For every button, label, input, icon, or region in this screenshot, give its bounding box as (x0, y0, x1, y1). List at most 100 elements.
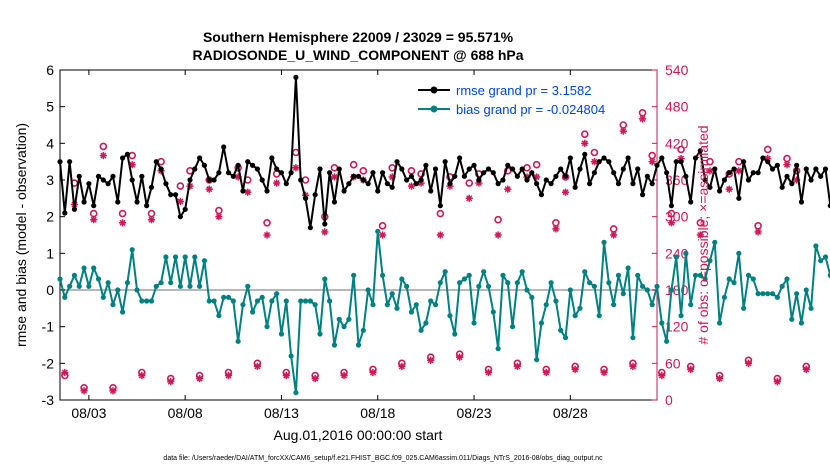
obs-possible-point (706, 157, 714, 166)
bias-point (254, 298, 260, 304)
rmse-point (274, 166, 280, 172)
bias-point (230, 298, 236, 304)
rmse-point (139, 173, 145, 179)
rmse-point (529, 170, 535, 176)
legend-rmse-marker (430, 86, 438, 94)
obs-assimilated-point (215, 213, 223, 221)
bias-point (62, 294, 68, 300)
rmse-point (192, 166, 198, 172)
rmse-point (639, 192, 646, 198)
bias-point (490, 309, 496, 315)
obs-assimilated-series (61, 115, 810, 395)
obs-possible-point (754, 222, 762, 230)
rmse-point (327, 170, 333, 176)
obs-possible-point (118, 209, 127, 218)
rmse-point (721, 177, 728, 183)
y2-tick-label: 540 (665, 62, 689, 78)
bias-point (505, 280, 511, 286)
rmse-point (794, 162, 800, 168)
obs-assimilated-point (138, 371, 146, 380)
obs-assimilated-point (253, 362, 261, 370)
bias-point (327, 298, 333, 304)
rmse-point (485, 166, 492, 172)
obs-assimilated-point (552, 225, 560, 233)
bias-point (688, 302, 694, 308)
rmse-point (312, 192, 318, 198)
bias-point (86, 283, 92, 289)
rmse-point (543, 177, 549, 183)
x-tick-label: 08/23 (457, 405, 492, 421)
rmse-point (712, 166, 718, 172)
y2-tick-label: 420 (665, 135, 689, 151)
y2-tick-label: 360 (665, 172, 689, 188)
obs-assimilated-point (783, 161, 791, 169)
bias-point (562, 335, 569, 341)
rmse-point (201, 162, 208, 168)
bias-point (206, 298, 212, 304)
rmse-point (692, 155, 699, 161)
bias-point (283, 298, 289, 304)
bias-point (317, 331, 323, 337)
bias-point (95, 276, 102, 282)
bias-point (134, 287, 140, 293)
rmse-point (163, 181, 169, 187)
left-y-axis-ticks: -3 -2 -1 0 1 2 3 4 5 6 (42, 62, 65, 408)
bias-point (620, 291, 626, 297)
bias-point (100, 294, 106, 300)
obs-possible-point (263, 218, 271, 227)
rmse-point (774, 162, 780, 168)
rmse-point (818, 173, 824, 179)
rmse-point (105, 181, 111, 187)
rmse-point (577, 166, 583, 172)
bias-point (745, 272, 752, 278)
x-axis-ticks: 08/03 08/08 08/13 08/18 08/23 08/28 (71, 70, 588, 421)
bias-point (789, 316, 795, 322)
obs-possible-point (590, 148, 599, 157)
bias-point (543, 302, 549, 308)
legend-bias-label: bias grand pr = -0.024804 (456, 102, 605, 117)
bias-point (423, 320, 429, 326)
rmse-point (553, 173, 559, 179)
obs-assimilated-point (80, 387, 88, 395)
obs-assimilated-point (292, 164, 300, 172)
x-tick-label: 08/18 (360, 405, 395, 421)
rmse-point (259, 177, 265, 183)
rmse-point (481, 170, 487, 176)
rmse-point (375, 188, 381, 194)
bias-point (384, 302, 390, 308)
rmse-point (322, 221, 328, 227)
rmse-point (404, 177, 410, 183)
rmse-point (153, 159, 159, 165)
obs-assimilated-point (744, 359, 753, 367)
bias-point (702, 276, 708, 282)
obs-assimilated-point (754, 228, 762, 236)
bias-point (115, 287, 121, 293)
rmse-point (611, 170, 617, 176)
rmse-point (750, 170, 756, 176)
bias-point (803, 287, 809, 293)
rmse-point (331, 199, 338, 205)
bias-point (192, 254, 198, 260)
rmse-point (182, 206, 188, 212)
x-tick-label: 08/28 (553, 405, 588, 421)
bias-point (158, 280, 164, 286)
obs-assimilated-point (610, 231, 618, 239)
rmse-point (702, 177, 708, 183)
bias-point (635, 272, 641, 278)
rmse-point (91, 203, 97, 209)
rmse-point (341, 188, 347, 194)
rmse-point (548, 181, 554, 187)
rmse-point (437, 203, 443, 209)
obs-assimilated-point (571, 365, 579, 374)
rmse-point (168, 192, 174, 198)
bias-point (432, 302, 439, 308)
obs-possible-point (494, 215, 502, 224)
y-tick-label: 4 (46, 135, 54, 151)
bias-point (813, 243, 819, 249)
rmse-point (514, 173, 520, 179)
rmse-point (625, 155, 631, 161)
bias-point (774, 294, 780, 300)
obs-assimilated-point (90, 216, 98, 224)
bias-point (586, 280, 593, 286)
